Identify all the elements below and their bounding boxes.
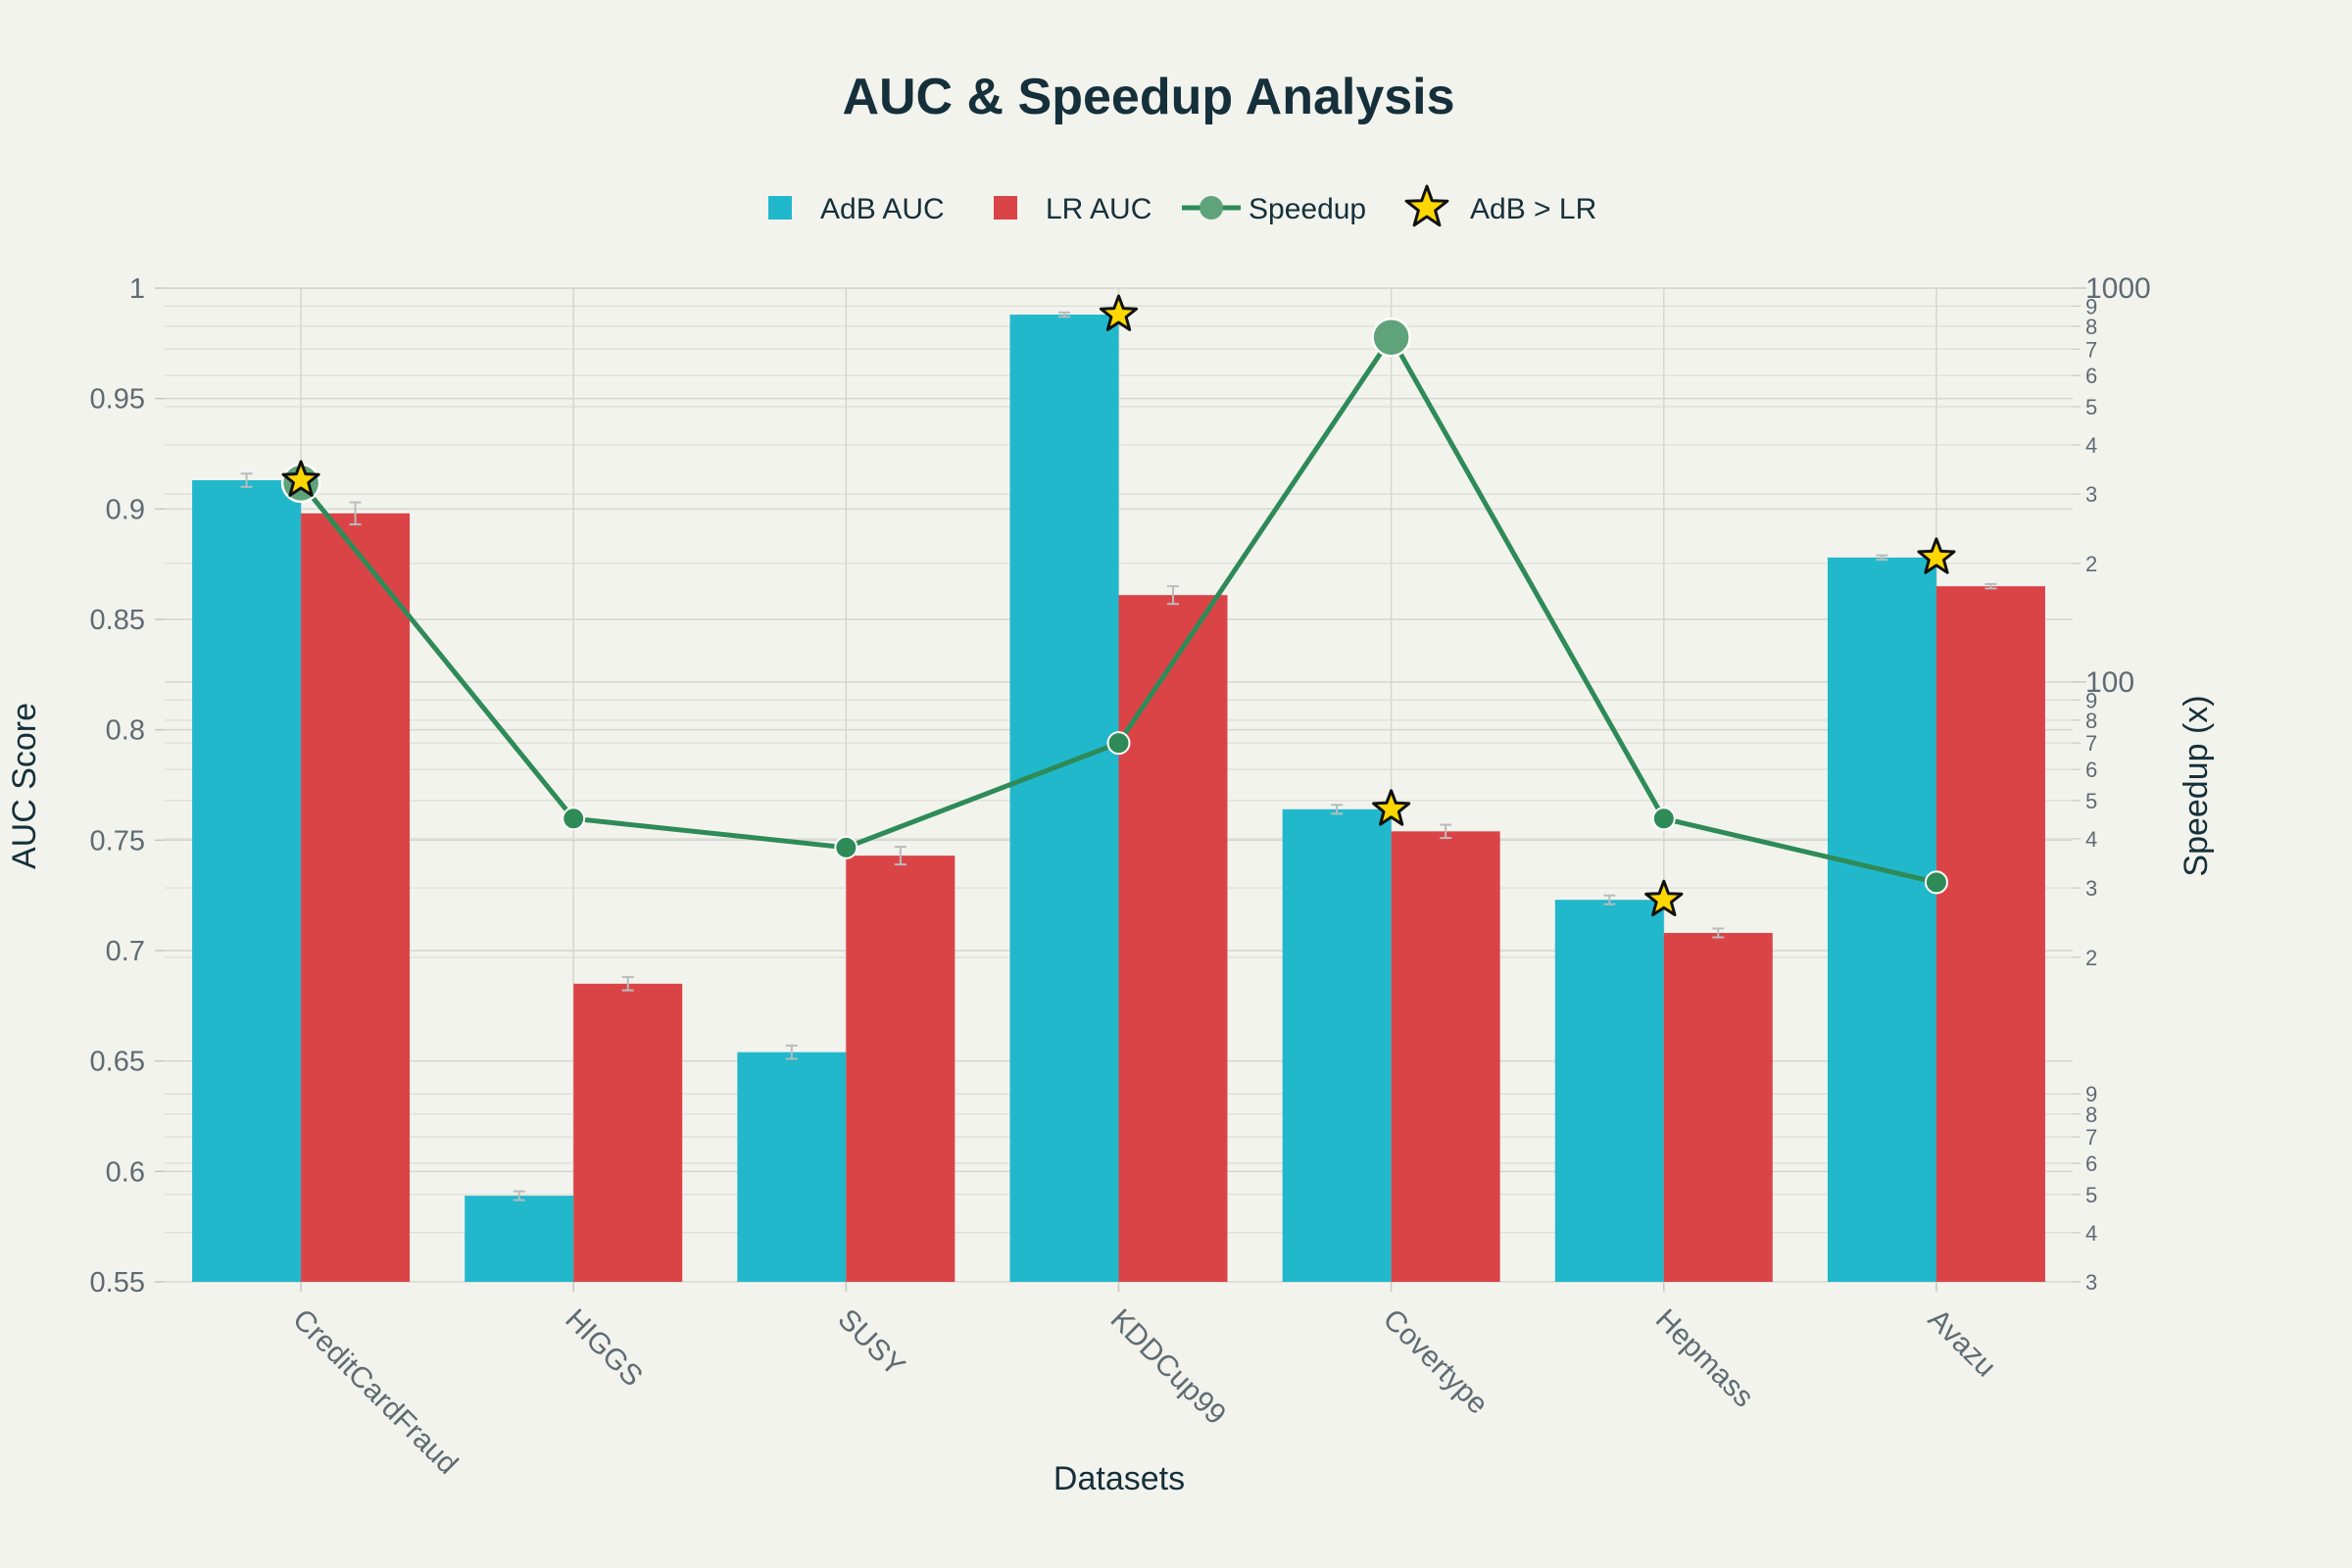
star-icon-hepmass [1644, 879, 1684, 916]
y2-tick-label-minor: 6 [2085, 1152, 2097, 1176]
y2-tick-label-minor: 7 [2085, 731, 2097, 756]
y2-tick-label-minor: 6 [2085, 364, 2097, 388]
y2-tick-label-minor: 4 [2085, 827, 2097, 852]
speedup-point-higgs [562, 807, 586, 831]
bar-adb-auc-higgs [465, 1196, 574, 1282]
star-icon-avazu [1917, 537, 1956, 574]
y2-tick-label-minor: 3 [2085, 482, 2097, 507]
y-tick-label: 1 [129, 273, 145, 305]
y-tick-label: 0.75 [90, 825, 145, 857]
y-axis-left: 0.55 0.6 0.65 0.7 0.75 0.8 0.85 0.9 0.95 1 [90, 273, 165, 1298]
y-axis-title: AUC Score [6, 703, 43, 869]
y2-axis-title: Speedup (x) [2178, 695, 2215, 876]
legend: AdB AUC LR AUC Speedup AdB > LR [768, 184, 1596, 227]
y-tick-label: 0.65 [90, 1047, 145, 1078]
legend-point-swatch [1200, 196, 1223, 220]
y2-tick-label-minor: 4 [2085, 1221, 2097, 1246]
y2-tick-label-minor: 9 [2085, 688, 2097, 712]
bar-adb-auc-avazu [1827, 557, 1936, 1282]
y2-tick-label-minor: 2 [2085, 552, 2097, 576]
y2-tick-label-minor: 7 [2085, 1125, 2097, 1150]
y2-tick-label-minor: 6 [2085, 758, 2097, 782]
legend-star-icon [1404, 184, 1449, 227]
speedup-point-susy [834, 835, 858, 859]
legend-swatch-1 [994, 196, 1017, 220]
y-tick-label: 0.95 [90, 384, 145, 416]
y2-tick-label: 100 [2085, 666, 2134, 699]
y2-tick-label-minor: 5 [2085, 395, 2097, 419]
star-icon-kddcup99 [1099, 294, 1139, 331]
speedup-point-kddcup99 [1106, 731, 1131, 756]
legend-label: LR AUC [1046, 193, 1152, 225]
legend-label: AdB > LR [1470, 193, 1596, 225]
y2-tick-label-minor: 5 [2085, 789, 2097, 813]
y2-tick-label-minor: 8 [2085, 1102, 2097, 1127]
adb-better-stars [281, 294, 1956, 916]
y-tick-label: 0.6 [106, 1156, 145, 1188]
y2-tick-label-minor: 5 [2085, 1183, 2097, 1207]
y2-tick-label-minor: 7 [2085, 337, 2097, 362]
y-tick-label: 0.55 [90, 1267, 145, 1298]
bar-lr-auc-avazu [1936, 586, 2045, 1282]
x-axis-title: Datasets [1054, 1460, 1185, 1497]
y2-tick-label-minor: 8 [2085, 315, 2097, 339]
bar-adb-auc-susy [737, 1052, 847, 1282]
y2-tick-label-minor: 4 [2085, 433, 2097, 458]
bar-adb-auc-creditcardfraud [192, 480, 302, 1282]
bar-lr-auc-susy [846, 856, 956, 1282]
y2-tick-label: 1000 [2085, 272, 2151, 305]
y-tick-label: 0.8 [106, 715, 145, 747]
bar-lr-auc-kddcup99 [1118, 595, 1228, 1282]
y2-tick-label-minor: 3 [2085, 1270, 2097, 1295]
speedup-point-avazu [1924, 870, 1948, 895]
bars [192, 311, 2045, 1282]
y2-tick-label-minor: 8 [2085, 709, 2097, 733]
y2-tick-label-minor: 9 [2085, 294, 2097, 318]
bar-adb-auc-hepmass [1554, 900, 1664, 1282]
y2-tick-label-minor: 2 [2085, 946, 2097, 970]
star-icon-covertype [1372, 789, 1411, 826]
y2-tick-label-minor: 3 [2085, 876, 2097, 901]
bar-lr-auc-higgs [573, 983, 683, 1282]
legend-label: AdB AUC [820, 193, 945, 225]
y-tick-label: 0.85 [90, 605, 145, 636]
bar-lr-auc-hepmass [1663, 932, 1773, 1282]
bar-lr-auc-covertype [1391, 831, 1500, 1282]
bar-lr-auc-creditcardfraud [301, 513, 411, 1282]
y-tick-label: 0.9 [106, 494, 145, 525]
legend-swatch-0 [768, 196, 792, 220]
bar-adb-auc-covertype [1282, 808, 1392, 1282]
chart-title: AUC & Speedup Analysis [842, 69, 1454, 125]
y2-tick-label-minor: 9 [2085, 1082, 2097, 1106]
bar-adb-auc-kddcup99 [1009, 315, 1119, 1282]
star-icon-creditcardfraud [281, 460, 320, 497]
speedup-point-hepmass [1651, 807, 1676, 831]
legend-label: Speedup [1249, 193, 1366, 225]
y-tick-label: 0.7 [106, 936, 145, 967]
speedup-point-covertype [1371, 317, 1411, 358]
